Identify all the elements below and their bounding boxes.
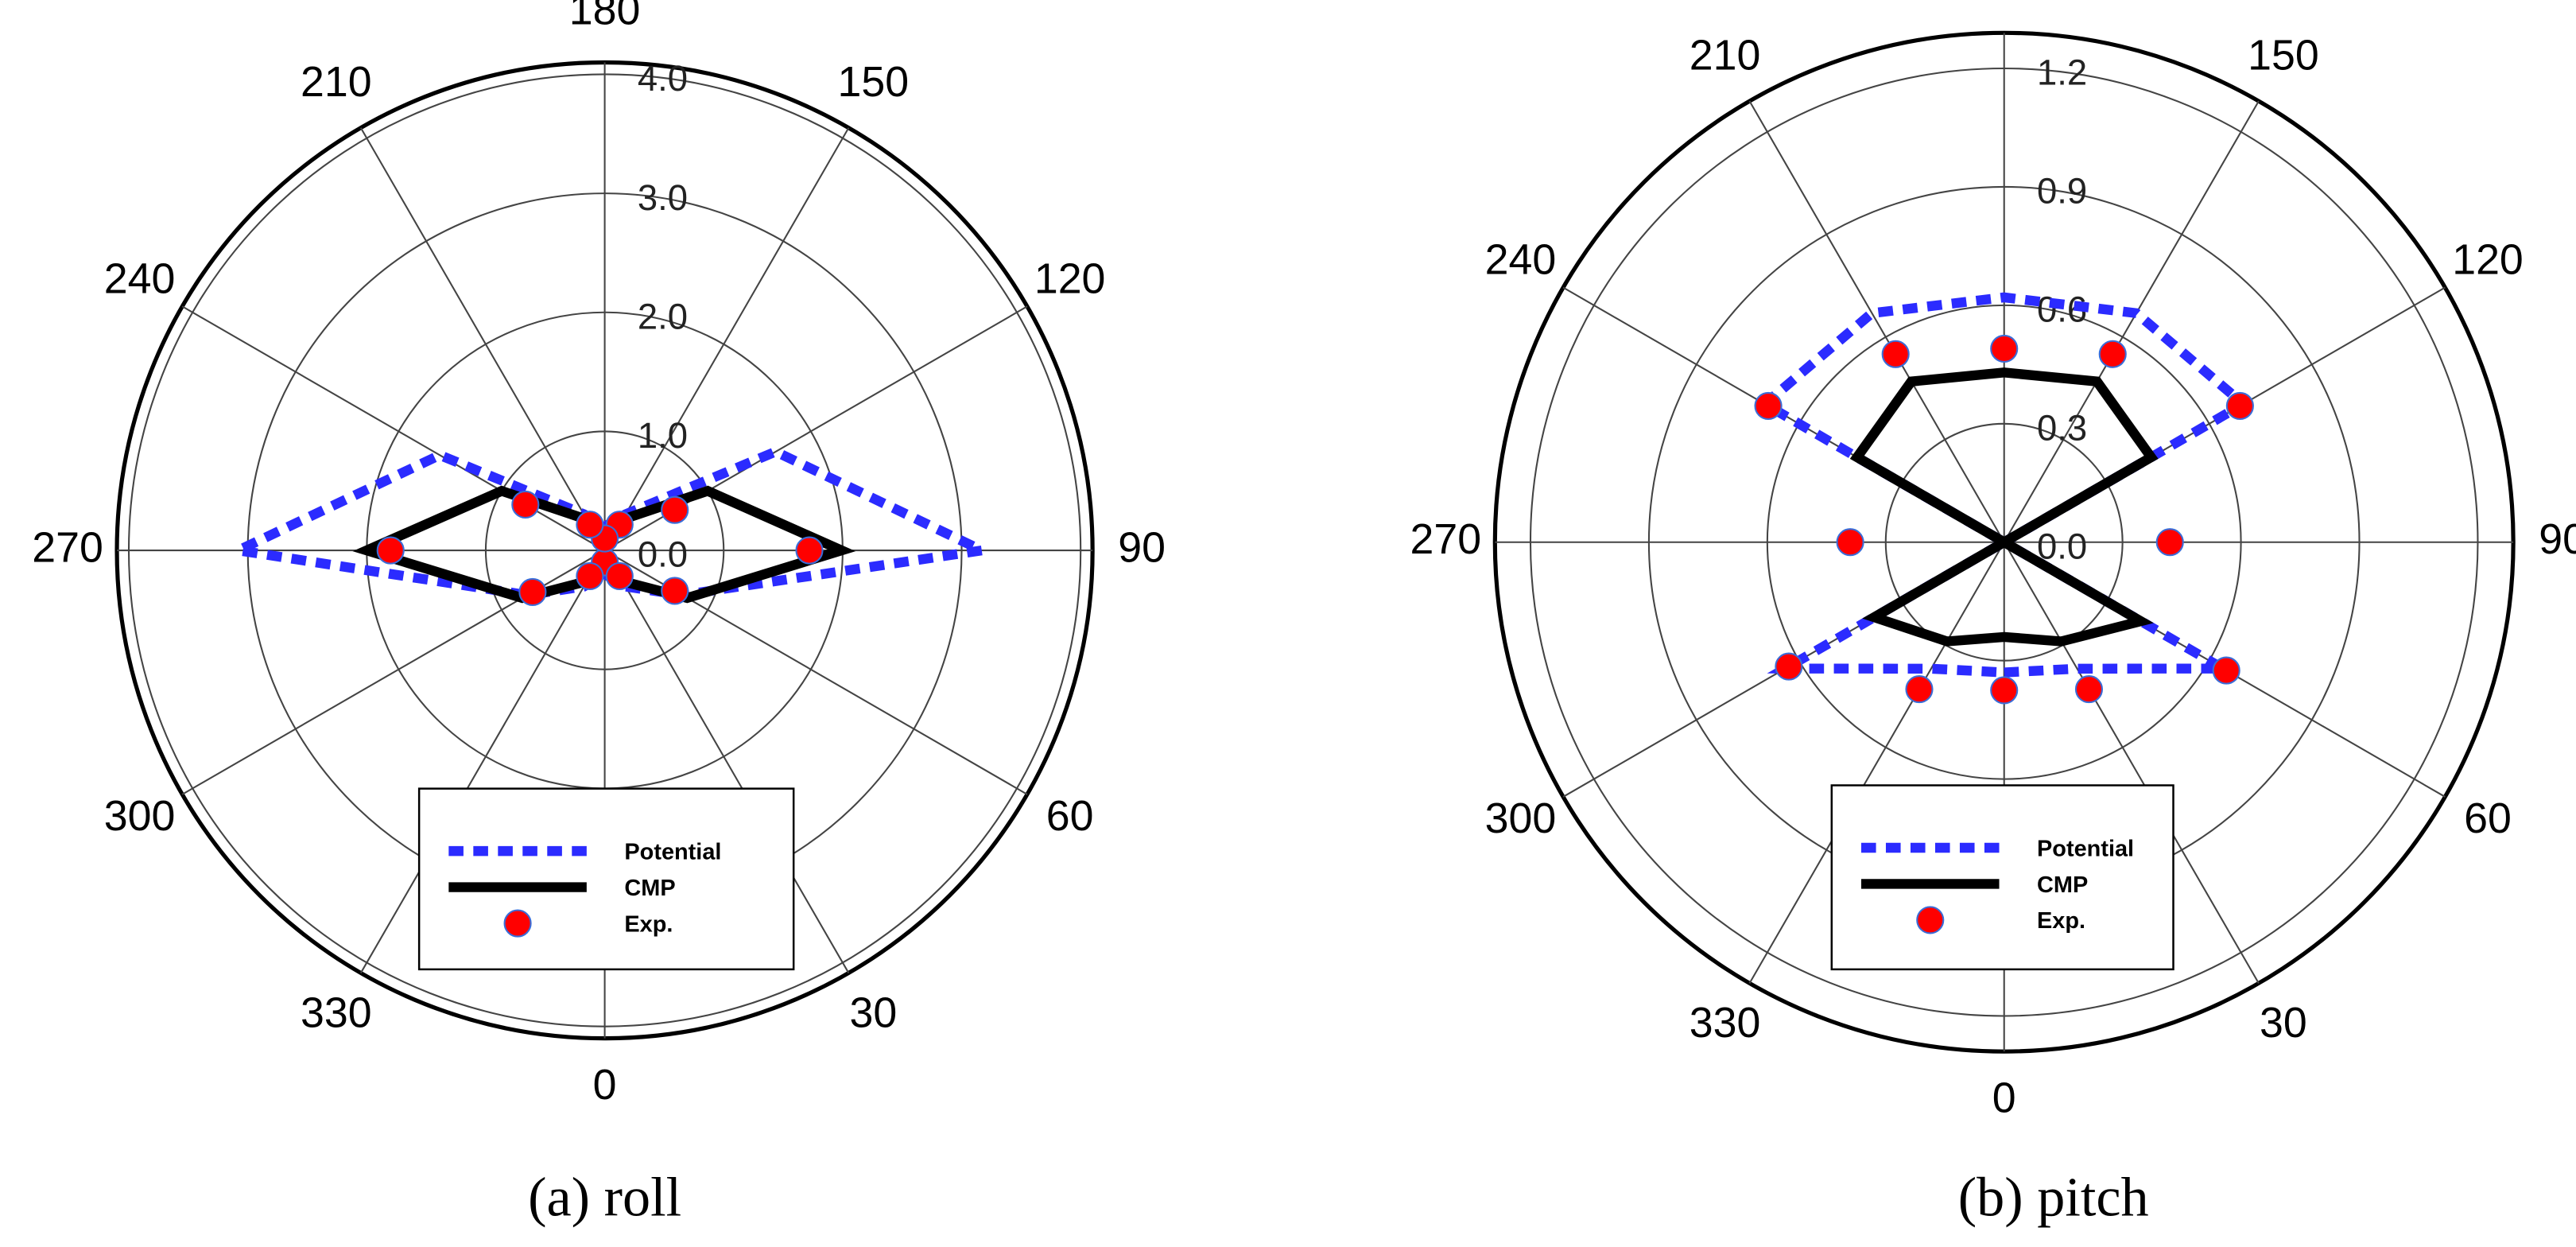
angle-label: 210: [301, 58, 372, 106]
angle-label: 120: [2452, 236, 2524, 284]
angle-label: 180: [569, 0, 641, 34]
r-tick-label: 0.0: [2037, 526, 2087, 566]
polar-chart: 0 30 60 90 120 150 180 210 240 270 300 330 0.0 1.0 2.0…: [32, 0, 1166, 1229]
series-line: [1849, 367, 2159, 647]
angle-label: 240: [104, 254, 176, 302]
legend-marker: [503, 909, 532, 938]
angle-label: 0: [593, 1061, 617, 1109]
data-point: [795, 536, 824, 565]
r-tick-label: 0.0: [638, 534, 688, 575]
grid-spoke: [1748, 542, 2005, 984]
angle-label: 180: [1969, 0, 2040, 5]
angle-label: 330: [301, 989, 372, 1036]
angle-label: 330: [1690, 999, 1761, 1047]
data-point: [2098, 340, 2127, 368]
r-tick-label: 2.0: [638, 296, 688, 336]
data-point: [576, 511, 604, 539]
data-point: [2225, 391, 2254, 421]
grid-spoke: [2003, 542, 2260, 984]
angle-label: 300: [104, 792, 176, 840]
angle-label: 270: [1410, 515, 1482, 563]
legend-label: Potential: [624, 839, 721, 864]
data-point: [1990, 676, 2019, 705]
angle-label: 270: [32, 523, 103, 571]
caption: (b) pitch: [1958, 1167, 2149, 1229]
angle-label: 60: [1046, 792, 1094, 840]
data-point: [576, 561, 604, 591]
angle-label: 90: [2539, 515, 2576, 563]
data-point: [1754, 391, 1783, 421]
data-point: [511, 490, 540, 519]
angle-label: 240: [1485, 236, 1557, 284]
grid-spoke: [1748, 100, 2005, 543]
legend-box: [1830, 784, 2174, 971]
angle-label: 210: [1690, 32, 1761, 80]
r-tick-label: 0.9: [2037, 171, 2087, 212]
r-tick-label: 1.0: [638, 415, 688, 456]
data-point: [1905, 675, 1934, 704]
grid-spoke: [359, 127, 606, 551]
polar-chart: 03060901201501802102402703003300.00.30.6…: [1410, 0, 2576, 1229]
legend-label: Potential: [2037, 836, 2134, 861]
data-point: [2155, 528, 2184, 557]
data-point: [661, 495, 689, 524]
r-tick-label: 4.0: [638, 58, 688, 99]
grid-spoke: [603, 550, 850, 973]
angle-label: 300: [1485, 794, 1557, 842]
data-point: [661, 577, 689, 605]
angle-label: 60: [2464, 794, 2512, 842]
angle-label: 30: [849, 989, 897, 1036]
data-point: [1775, 652, 1803, 681]
grid-spoke: [359, 550, 606, 973]
r-tick-label: 1.2: [2037, 52, 2087, 93]
caption: (a) roll: [528, 1167, 681, 1229]
angle-label: 0: [1992, 1074, 2016, 1121]
legend-label: CMP: [624, 876, 675, 901]
angle-label: 90: [1118, 523, 1166, 571]
legend-label: Exp.: [2037, 908, 2085, 934]
data-point: [1881, 340, 1910, 368]
data-point: [1836, 528, 1864, 557]
grid-spoke: [2003, 100, 2260, 543]
grid-spoke: [603, 127, 850, 551]
angle-label: 150: [838, 58, 910, 106]
legend-marker: [1916, 906, 1945, 934]
data-point: [2212, 656, 2240, 685]
legend-box: [417, 787, 795, 971]
angle-label: 30: [2260, 999, 2307, 1047]
data-point: [376, 536, 405, 565]
legend-label: Exp.: [624, 911, 673, 937]
data-point: [1990, 334, 2019, 363]
angle-label: 150: [2248, 32, 2319, 80]
r-tick-label: 0.3: [2037, 407, 2087, 448]
legend-label: CMP: [2037, 872, 2088, 898]
data-point: [605, 561, 634, 591]
angle-label: 120: [1034, 254, 1106, 302]
data-point: [2074, 675, 2104, 704]
data-point: [518, 577, 547, 607]
r-tick-label: 3.0: [638, 177, 688, 218]
grid-spoke: [181, 305, 606, 551]
